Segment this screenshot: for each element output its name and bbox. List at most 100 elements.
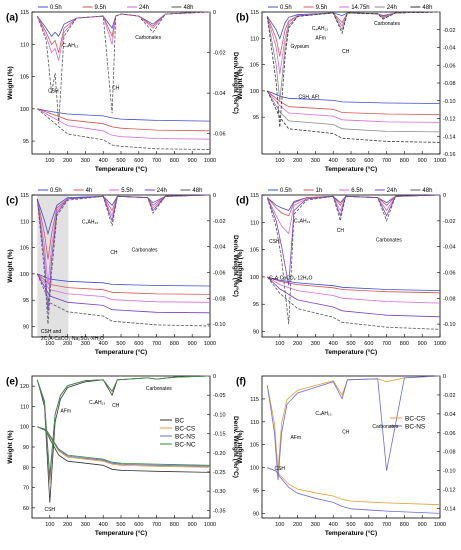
weight-line-0.5h <box>37 108 211 122</box>
y2-tick-label: 0 <box>443 193 446 199</box>
y2-tick-label: 0 <box>213 374 216 380</box>
peak-annotation: Carbonates <box>135 35 161 41</box>
x-tick-label: 500 <box>346 158 355 164</box>
y-tick-label: 95 <box>253 489 259 495</box>
legend-label: 48h <box>422 188 432 194</box>
legend-label: 24h <box>157 188 167 194</box>
legend-label: 4h <box>86 188 93 194</box>
panel-letter: (d) <box>236 195 249 206</box>
x-tick-label: 800 <box>170 158 179 164</box>
y-axis-label: Weight (%) <box>7 430 14 463</box>
weight-line-6.5h <box>267 276 441 304</box>
panel-letter: (b) <box>236 12 249 23</box>
y2-axis-label: Deriv. Weight (%/°C) <box>232 416 240 478</box>
y2-tick-label: -0.10 <box>443 469 456 475</box>
y2-tick-label: -0.10 <box>213 412 226 418</box>
peak-annotation: CH <box>337 228 345 234</box>
x-tick-label: 100 <box>275 522 284 528</box>
deriv-line-BC-CS <box>266 375 441 471</box>
y-tick-label: 110 <box>250 420 259 426</box>
panel-letter: (a) <box>6 12 18 23</box>
y2-tick-label: -0.06 <box>443 270 456 276</box>
peak-annotation: C₄AH₁₃ <box>294 218 310 224</box>
legend-label: 0.5h <box>50 188 62 194</box>
x-tick-label: 100 <box>45 341 54 347</box>
x-tick-label: 200 <box>293 341 302 347</box>
y-axis-label: Weight (%) <box>237 430 244 463</box>
deriv-line-24h <box>266 11 441 101</box>
x-tick-label: 700 <box>382 158 391 164</box>
deriv-line-48h <box>36 11 211 124</box>
x-tick-label: 300 <box>311 341 320 347</box>
x-tick-label: 900 <box>188 341 197 347</box>
x-tick-label: 600 <box>134 522 143 528</box>
y2-tick-label: -0.04 <box>443 412 456 418</box>
peak-annotation: CSH, AFt <box>298 94 319 100</box>
y2-tick-label: -0.30 <box>213 489 226 495</box>
x-tick-label: 300 <box>81 158 90 164</box>
y-tick-label: 95 <box>23 139 29 145</box>
x-tick-label: 600 <box>134 341 143 347</box>
legend-label: 24h <box>387 5 397 11</box>
deriv-line-BC-NS <box>266 375 441 481</box>
y2-tick-label: -0.25 <box>213 470 226 476</box>
panel-e: (e)100 200 300 400 500 600 700 800 900 1000Temper… <box>6 374 240 537</box>
y-tick-label: 90 <box>253 330 259 336</box>
peak-annotation: C₄AH₁₃ <box>62 43 78 49</box>
peak-annotation: AFm <box>60 409 71 415</box>
y-tick-label: 100 <box>250 89 259 95</box>
x-tick-label: 800 <box>170 341 179 347</box>
y-tick-label: 115 <box>20 193 29 199</box>
y-tick-label: 110 <box>20 219 29 225</box>
y-tick-label: 95 <box>253 302 259 308</box>
y-tick-label: 100 <box>20 107 29 113</box>
weight-line-9.5h <box>37 108 211 132</box>
y-tick-label: 115 <box>250 397 259 403</box>
y-tick-label: 90 <box>253 511 259 517</box>
peak-annotation: Gypsum <box>290 44 309 50</box>
y2-tick-label: -0.14 <box>443 134 456 140</box>
x-tick-label: 1000 <box>434 522 446 528</box>
panel-letter: (e) <box>6 376 18 387</box>
peak-annotation: AFm <box>315 35 326 41</box>
y2-tick-label: 0 <box>213 10 216 16</box>
deriv-line-6.5h <box>266 194 441 235</box>
x-tick-label: 1000 <box>434 158 446 164</box>
panel-b: (b) 100 200 300 400 500 600 700 800 900 1000 Temper… <box>236 5 456 173</box>
y-tick-label: 105 <box>20 75 29 81</box>
x-tick-label: 500 <box>346 522 355 528</box>
legend-label: 0.5h <box>280 188 292 194</box>
peak-annotation: C₃A·CaCO₃·12H₂O <box>269 276 312 282</box>
y-tick-label: 120 <box>20 384 29 390</box>
x-tick-label: 400 <box>329 522 338 528</box>
y2-tick-label: -0.02 <box>213 219 226 225</box>
x-tick-label: 900 <box>418 522 427 528</box>
x-tick-label: 1000 <box>434 341 446 347</box>
x-tick-label: 100 <box>275 158 284 164</box>
x-tick-label: 400 <box>99 522 108 528</box>
x-tick-label: 700 <box>382 341 391 347</box>
y2-tick-label: -0.10 <box>443 99 456 105</box>
legend-label: 48h <box>184 5 194 11</box>
y2-tick-label: -0.06 <box>213 132 226 138</box>
x-tick-label: 400 <box>329 158 338 164</box>
x-tick-label: 900 <box>418 158 427 164</box>
legend-label: 48h <box>192 188 202 194</box>
x-tick-label: 300 <box>311 522 320 528</box>
legend-label: 1h <box>316 188 323 194</box>
y2-tick-label: -0.14 <box>443 507 456 513</box>
x-tick-label: 200 <box>63 522 72 528</box>
y-tick-label: 80 <box>23 465 29 471</box>
peak-annotation: AFm <box>290 435 301 441</box>
y-tick-label: 115 <box>20 10 29 16</box>
weight-line-BC-NS <box>267 467 441 514</box>
weight-line-24h <box>37 108 211 140</box>
y2-tick-label: -0.12 <box>443 488 456 494</box>
x-tick-label: 700 <box>382 522 391 528</box>
y-tick-label: 90 <box>23 324 29 330</box>
legend-label: BC-NS <box>175 434 196 441</box>
y2-tick-label: -0.05 <box>213 393 226 399</box>
peak-annotation: CH <box>110 250 118 256</box>
legend-label: BC-CS <box>175 426 196 433</box>
weight-line-14.75h <box>266 90 441 123</box>
